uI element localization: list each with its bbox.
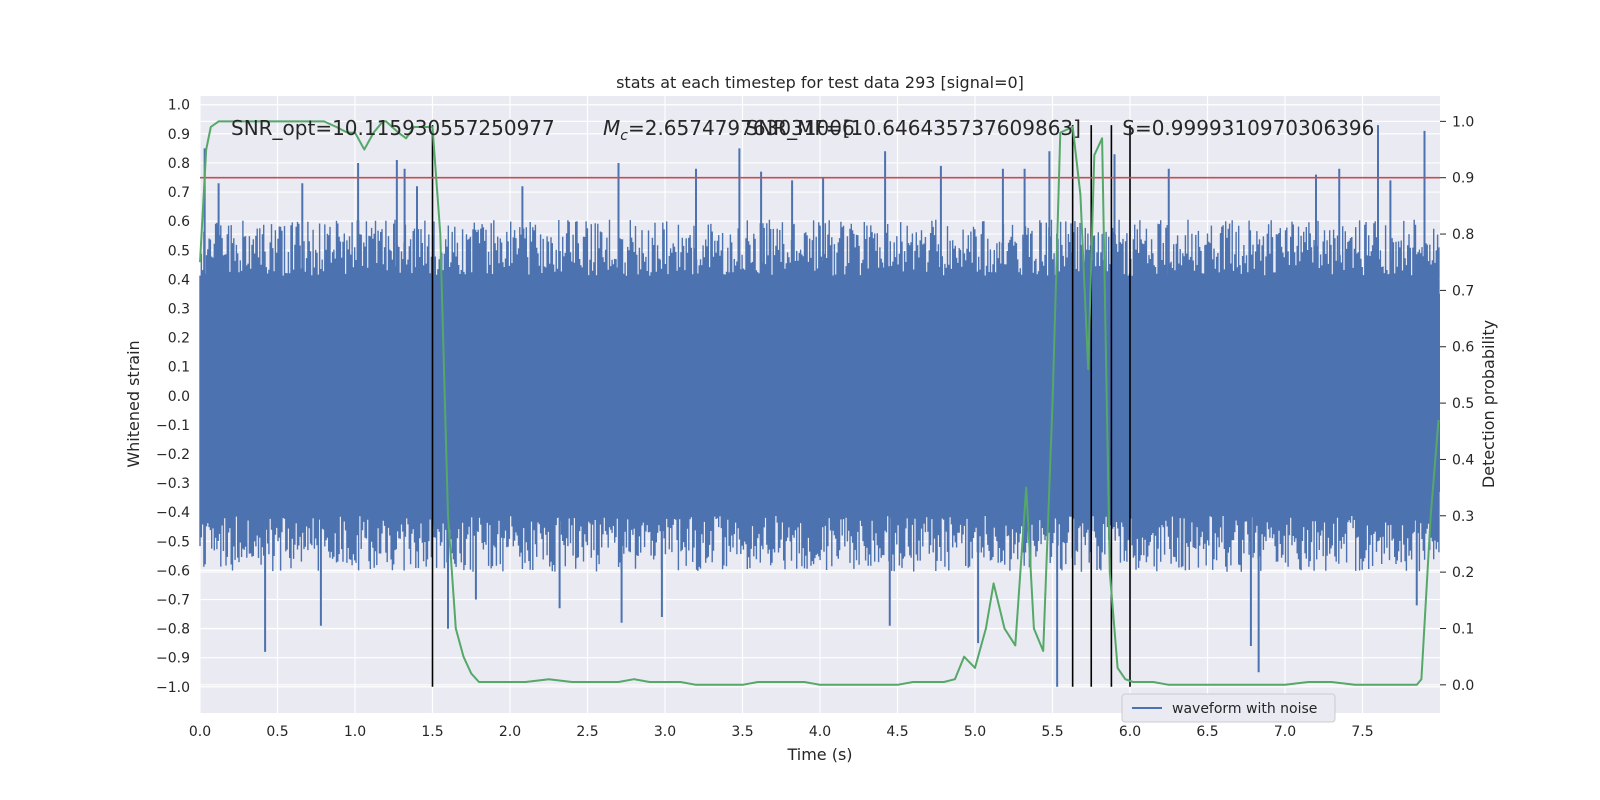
y-right-tick-label: 0.6 [1452,340,1474,356]
annotation-subscript: c [620,128,628,144]
y-left-tick-label: 0.4 [168,272,190,288]
detection-probability-series [199,120,1440,686]
x-tick-label: 7.5 [1351,724,1373,740]
x-tick-label: 3.5 [731,724,753,740]
y-left-tick-label: 1.0 [168,98,190,114]
y-left-tick-label: −0.4 [156,505,190,521]
y-left-tick-label: −1.0 [156,680,190,696]
y-left-tick-label: −0.6 [156,563,190,579]
y-right-tick-label: 0.8 [1452,227,1474,243]
y-left-tick-label: −0.3 [156,476,190,492]
y-right-tick-label: 1.0 [1452,114,1474,130]
y-left-tick-label: 0.9 [168,127,190,143]
x-tick-label: 0.0 [189,724,211,740]
x-tick-label: 2.5 [576,724,598,740]
y-right-tick-label: 0.1 [1452,621,1474,637]
y-left-tick-label: 0.3 [168,301,190,317]
x-tick-label: 6.5 [1196,724,1218,740]
x-tick-label: 4.5 [886,724,908,740]
x-ticks: 0.0 0.5 1.0 1.5 2.0 2.5 3.0 3.5 4.0 4.5 5.0 5.5 6.0 6… [189,724,1374,740]
y-left-tick-label: 0.6 [168,214,190,230]
x-tick-label: 5.0 [964,724,986,740]
stat-annotation: S=0.9999310970306396 [1122,116,1374,140]
x-tick-label: 1.0 [344,724,366,740]
y-left-axis-label: Whitened strain [124,340,143,467]
y-right-tick-label: 0.9 [1452,171,1474,187]
y-left-tick-label: 0.5 [168,243,190,259]
x-tick-label: 3.0 [654,724,676,740]
annotation-symbol: M [603,116,620,140]
annotations: SNR_opt=10.115930557250977 Mc=2.657479763… [231,116,1374,144]
legend-box [1121,693,1336,723]
x-axis-label: Time (s) [786,745,852,764]
x-tick-label: 5.5 [1041,724,1063,740]
waveform-core-band [200,293,1440,492]
chart-title: stats at each timestep for test data 293… [616,73,1024,92]
x-tick-label: 4.0 [809,724,831,740]
x-tick-label: 6.0 [1119,724,1141,740]
y-left-tick-label: 0.8 [168,156,190,172]
y-left-tick-label: 0.7 [168,185,190,201]
y-right-tick-label: 0.0 [1452,678,1474,694]
y-left-ticks: 1.0 0.9 0.8 0.7 0.6 0.5 0.4 0.3 0.2 0.1 0.0 −0.1 −0.… [156,98,190,696]
y-right-tick-label: 0.5 [1452,396,1474,412]
stat-annotation: SNR_opt=10.115930557250977 [231,116,555,140]
y-left-tick-label: −0.1 [156,418,190,434]
y-left-tick-label: 0.2 [168,331,190,347]
y-right-tick-label: 0.4 [1452,452,1474,468]
y-right-ticks: 1.0 0.9 0.8 0.7 0.6 0.5 0.4 0.3 0.2 0.1 0.0 [1440,114,1474,694]
x-tick-label: 2.0 [499,724,521,740]
annotation-value: =2.657479763031006 [628,116,855,140]
y-right-tick-label: 0.3 [1452,509,1474,525]
legend-label: waveform with noise [1172,701,1317,717]
detection-probability-line [199,120,1440,686]
y-left-tick-label: −0.9 [156,651,190,667]
y-left-tick-label: −0.2 [156,447,190,463]
x-tick-label: 0.5 [266,724,288,740]
y-left-tick-label: 0.0 [168,389,190,405]
stat-annotation: Mc=2.657479763031006 [603,116,855,144]
y-left-tick-label: −0.7 [156,592,190,608]
legend: waveform with noise [1121,693,1336,723]
y-left-tick-label: 0.1 [168,360,190,376]
stat-annotation: SNR_MF=[10.646435737609863] [746,116,1081,140]
x-tick-label: 7.0 [1274,724,1296,740]
y-right-tick-label: 0.2 [1452,565,1474,581]
y-right-axis-label: Detection probability [1479,320,1498,488]
y-right-tick-label: 0.7 [1452,283,1474,299]
y-left-tick-label: −0.5 [156,534,190,550]
y-left-tick-label: −0.8 [156,622,190,638]
x-tick-label: 1.5 [421,724,443,740]
waveform-series [199,125,1440,687]
